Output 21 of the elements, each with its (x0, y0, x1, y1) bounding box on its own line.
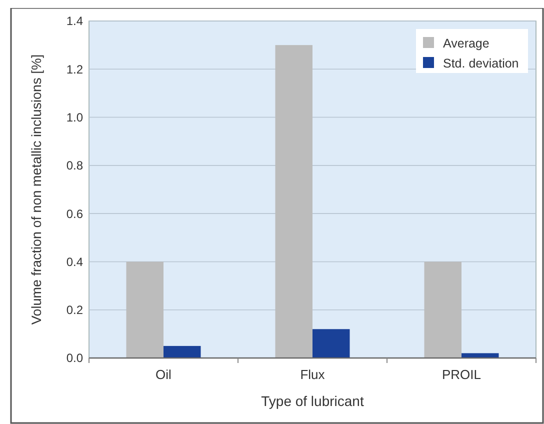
bar (462, 353, 499, 358)
y-tick-label: 0.6 (66, 206, 84, 221)
legend-label: Average (443, 36, 490, 50)
y-tick-label: 1.2 (66, 62, 84, 76)
y-tick-label: 1.4 (66, 14, 84, 28)
bar (424, 262, 462, 358)
bar (312, 329, 350, 358)
legend-label: Std. deviation (443, 56, 519, 70)
y-tick-label: 0.2 (66, 303, 84, 318)
y-tick-label: 0.8 (66, 158, 84, 173)
x-axis-title: Type of lubricant (261, 393, 364, 409)
y-axis-title: Volume fraction of non metallic inclusions [%] (29, 54, 44, 325)
x-tick-label: Oil (156, 367, 172, 382)
y-tick-label: 0.0 (66, 351, 84, 366)
bar (126, 262, 164, 358)
bar (164, 346, 201, 358)
y-tick-label: 1.0 (66, 110, 84, 124)
x-tick-label: PROIL (442, 367, 482, 382)
bar (275, 45, 312, 358)
x-tick-label: Flux (300, 367, 326, 382)
y-tick-label: 0.4 (66, 254, 84, 269)
